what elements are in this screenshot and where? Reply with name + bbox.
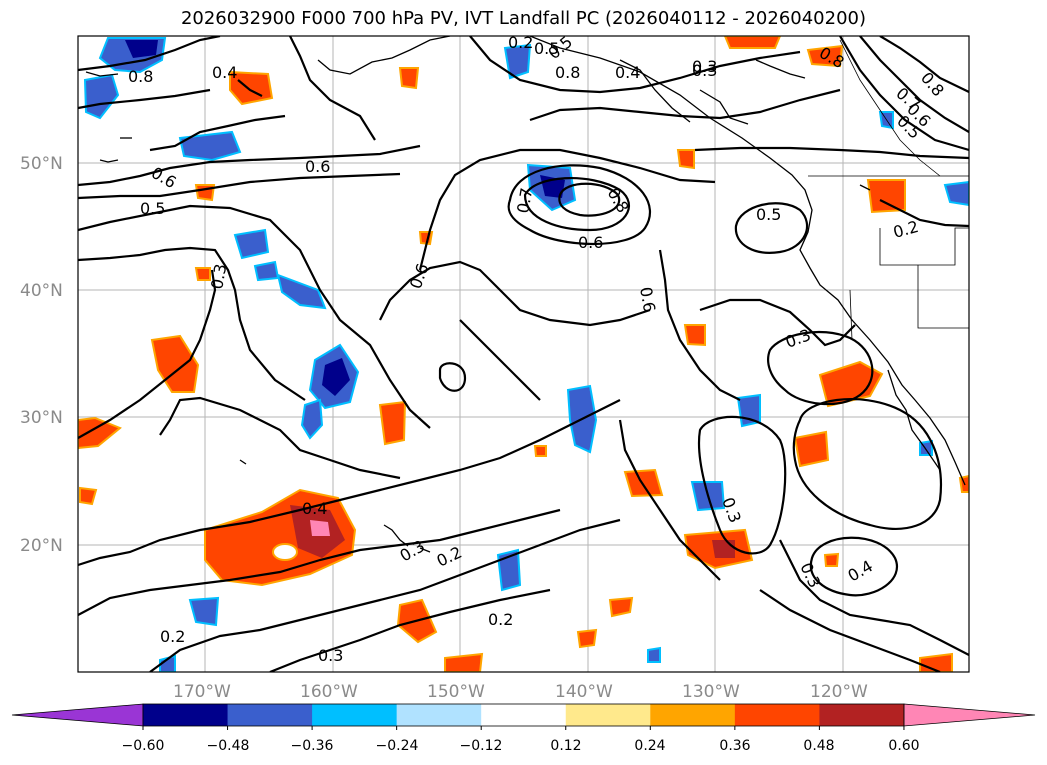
colorbar-tick-label: −0.24 <box>376 738 419 754</box>
lon-label-120w: 120°W <box>810 682 868 702</box>
contour-label: 0.4 <box>615 63 640 82</box>
contour-label: 0.6 <box>636 285 659 313</box>
contour-label: 0.3 <box>692 61 717 80</box>
contour-label: 0.3 <box>207 262 230 290</box>
lon-label-160w: 160°W <box>300 682 358 702</box>
colorbar-tick-label: −0.60 <box>122 738 165 754</box>
colorbar-segment <box>227 704 313 726</box>
colorbar-tick-label: −0.48 <box>207 738 250 754</box>
contour-label: 0.3 <box>318 646 343 665</box>
lat-label-20n: 20°N <box>20 536 63 556</box>
map-plot-area: 0.8 0.6 0.5 0.4 0.3 0.2 0.7 0.6 0.5 0.8 … <box>78 33 969 672</box>
contour-label: 0.6 <box>305 157 330 176</box>
colorbar-tick-label: 0.12 <box>550 738 581 754</box>
contour-label: 0.2 <box>160 627 185 646</box>
plot-frame <box>77 35 970 673</box>
contour-label: 0.5 <box>140 199 165 218</box>
lat-label-50n: 50°N <box>20 154 63 174</box>
colorbar-tick-label: 0.36 <box>719 738 750 754</box>
lon-label-170w: 170°W <box>173 682 231 702</box>
colorbar-tick-label: −0.12 <box>460 738 503 754</box>
pv-negative-regions <box>83 37 969 672</box>
colorbar-segment <box>312 704 398 726</box>
colorbar-tick-label: 0.48 <box>803 738 834 754</box>
colorbar-outline <box>142 703 905 727</box>
contour-label: 0.3 <box>692 57 717 76</box>
colorbar-extend-min <box>11 703 144 727</box>
colorbar-segment <box>819 704 905 726</box>
borders <box>808 39 969 341</box>
coastlines <box>85 36 966 553</box>
pv-contours <box>78 36 969 672</box>
map-title: 2026032900 F000 700 hPa PV, IVT Landfall… <box>180 8 867 29</box>
contour-label: 0.5 <box>756 205 781 224</box>
colorbar <box>11 703 1036 730</box>
colorbar-segment <box>650 704 736 726</box>
contour-label: 0.7 <box>513 186 536 214</box>
colorbar-segment <box>143 704 229 726</box>
contour-label: 0.8 <box>128 67 153 86</box>
contour-label: 0.5 <box>534 39 559 58</box>
colorbar-tick-labels: −0.60 −0.48 −0.36 −0.24 −0.12 0.12 0.24 … <box>122 738 920 754</box>
colorbar-tick-label: 0.60 <box>888 738 919 754</box>
colorbar-segment <box>481 704 567 726</box>
lon-label-150w: 150°W <box>427 682 485 702</box>
contour-label: 0.2 <box>508 33 533 52</box>
colorbar-segment <box>396 704 482 726</box>
lat-label-30n: 30°N <box>20 408 63 428</box>
contour-label: 0.6 <box>578 233 603 252</box>
lon-label-140w: 140°W <box>555 682 613 702</box>
colorbar-extend-max <box>903 703 1036 727</box>
gridlines <box>78 36 969 672</box>
lon-label-130w: 130°W <box>682 682 740 702</box>
contour-label: 0.2 <box>488 610 513 629</box>
contour-label: 0.4 <box>302 499 327 518</box>
colorbar-tick-label: 0.24 <box>634 738 665 754</box>
contour-label: 0.4 <box>212 63 237 82</box>
colorbar-segment <box>734 704 820 726</box>
colorbar-tick-label: −0.36 <box>291 738 334 754</box>
lat-label-40n: 40°N <box>20 281 63 301</box>
contour-label: 0.8 <box>555 63 580 82</box>
colorbar-segment <box>565 704 651 726</box>
